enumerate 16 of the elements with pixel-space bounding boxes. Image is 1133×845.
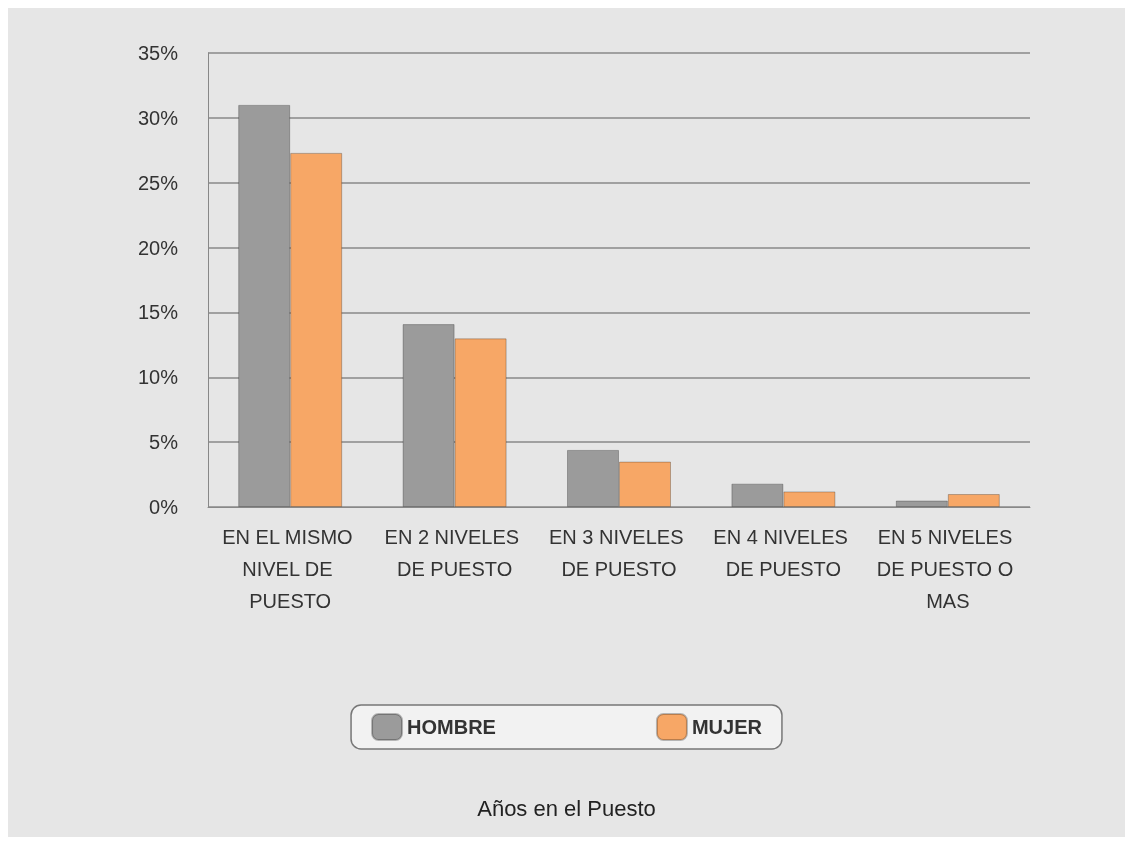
x-tick-label: EN 5 NIVELES DE PUESTO O MAS [876,526,1019,612]
y-tick-label: 20% [137,236,179,259]
x-tick-label: EN 3 NIVELES DE PUESTO [548,526,690,580]
legend-label: MUJER [691,716,763,738]
x-tick-label: EN 2 NIVELES DE PUESTO [384,526,525,580]
y-tick-label: 30% [137,106,179,129]
y-tick-label: 15% [137,301,179,324]
y-tick-label: 5% [149,431,179,454]
x-tick-label: EN EL MISMO NIVEL DE PUESTO [222,526,359,612]
y-tick-label: 25% [137,171,179,194]
y-tick-label: 35% [137,42,179,64]
legend-label: HOMBRE [407,716,496,738]
x-tick-label: EN 4 NIVELES DE PUESTO [713,526,854,580]
y-tick-label: 10% [137,366,179,389]
y-tick-label: 0% [149,496,179,518]
text: Años en el Puesto [477,795,656,821]
